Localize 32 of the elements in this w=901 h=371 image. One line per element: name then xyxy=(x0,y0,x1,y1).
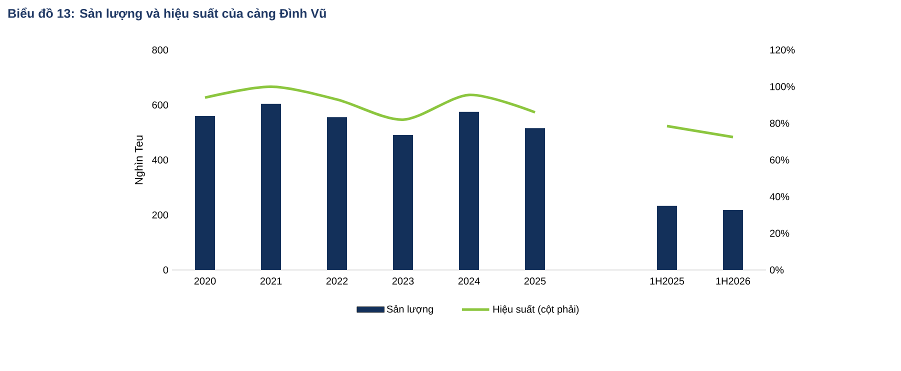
y2-tick-label: 0% xyxy=(770,266,784,274)
y2-tick-label: 20% xyxy=(770,230,790,237)
y-tick-label: 400 xyxy=(152,156,168,164)
y-axis-title: Nghìn Teu xyxy=(134,136,145,184)
y-tick-label: 0 xyxy=(163,266,168,274)
bar xyxy=(722,210,743,270)
bar xyxy=(525,128,545,270)
y2-tick-label: 40% xyxy=(770,193,790,200)
bar xyxy=(195,116,216,270)
bar xyxy=(459,112,479,270)
y-tick-label: 600 xyxy=(152,101,168,109)
x-tick-label: 2025 xyxy=(524,278,546,285)
x-tick-label: 2022 xyxy=(326,278,348,285)
x-tick-label: 2020 xyxy=(194,278,216,285)
x-tick-label: 2023 xyxy=(392,278,414,285)
legend-label: Hiệu suất (cột phải) xyxy=(493,304,579,315)
bar xyxy=(393,134,414,270)
y-tick-label: 200 xyxy=(152,211,168,219)
y2-tick-label: 60% xyxy=(770,156,790,164)
y-tick-label: 800 xyxy=(152,46,168,54)
bar xyxy=(656,206,677,270)
x-tick-label: 2021 xyxy=(260,278,282,285)
bar xyxy=(261,104,282,270)
y2-tick-label: 100% xyxy=(770,83,795,90)
y2-tick-label: 120% xyxy=(770,46,795,54)
x-tick-label: 1H2025 xyxy=(650,278,684,285)
y2-tick-label: 80% xyxy=(770,120,790,127)
legend-label: Sản lượng xyxy=(386,305,433,315)
chart-title: Biểu đồ 13: Sản lượng và hiệu suất của cảng Đình Vũ xyxy=(8,8,326,20)
x-tick-label: 2024 xyxy=(458,278,480,285)
bar xyxy=(327,117,348,270)
x-tick-label: 1H2026 xyxy=(716,278,750,285)
